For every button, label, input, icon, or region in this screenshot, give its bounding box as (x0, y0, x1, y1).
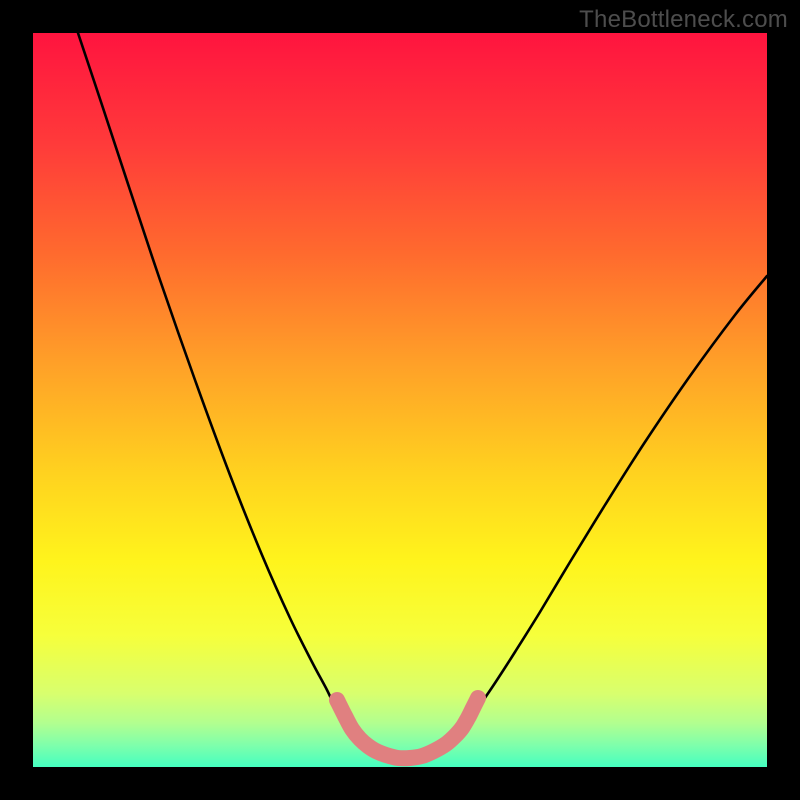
watermark-label: TheBottleneck.com (579, 6, 788, 34)
bottleneck-chart (0, 0, 800, 800)
plot-background (33, 33, 767, 767)
chart-root: TheBottleneck.com (0, 0, 800, 800)
